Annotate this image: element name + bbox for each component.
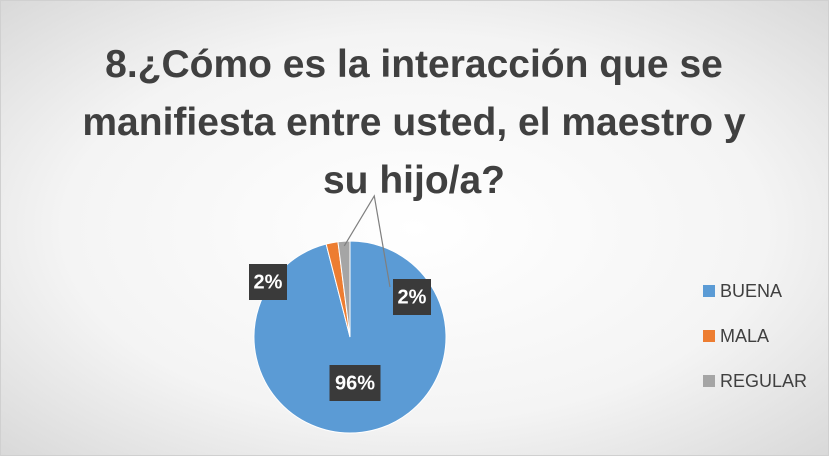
chart-title: 8.¿Cómo es la interacción que se manifie… [82, 43, 746, 202]
legend-swatch [703, 375, 715, 387]
data-label-box [393, 279, 431, 315]
legend-label: REGULAR [720, 371, 807, 391]
data-label-box [249, 264, 287, 300]
legend-label: MALA [720, 326, 769, 346]
legend-label: BUENA [720, 281, 782, 301]
pie-slice [337, 240, 351, 338]
data-label-box [329, 365, 381, 401]
data-label: 96% [335, 372, 375, 394]
data-label: 2% [254, 271, 283, 293]
legend-swatch [703, 330, 715, 342]
leader-line [343, 194, 391, 288]
legend-swatch [703, 285, 715, 297]
data-label: 2% [398, 286, 427, 308]
